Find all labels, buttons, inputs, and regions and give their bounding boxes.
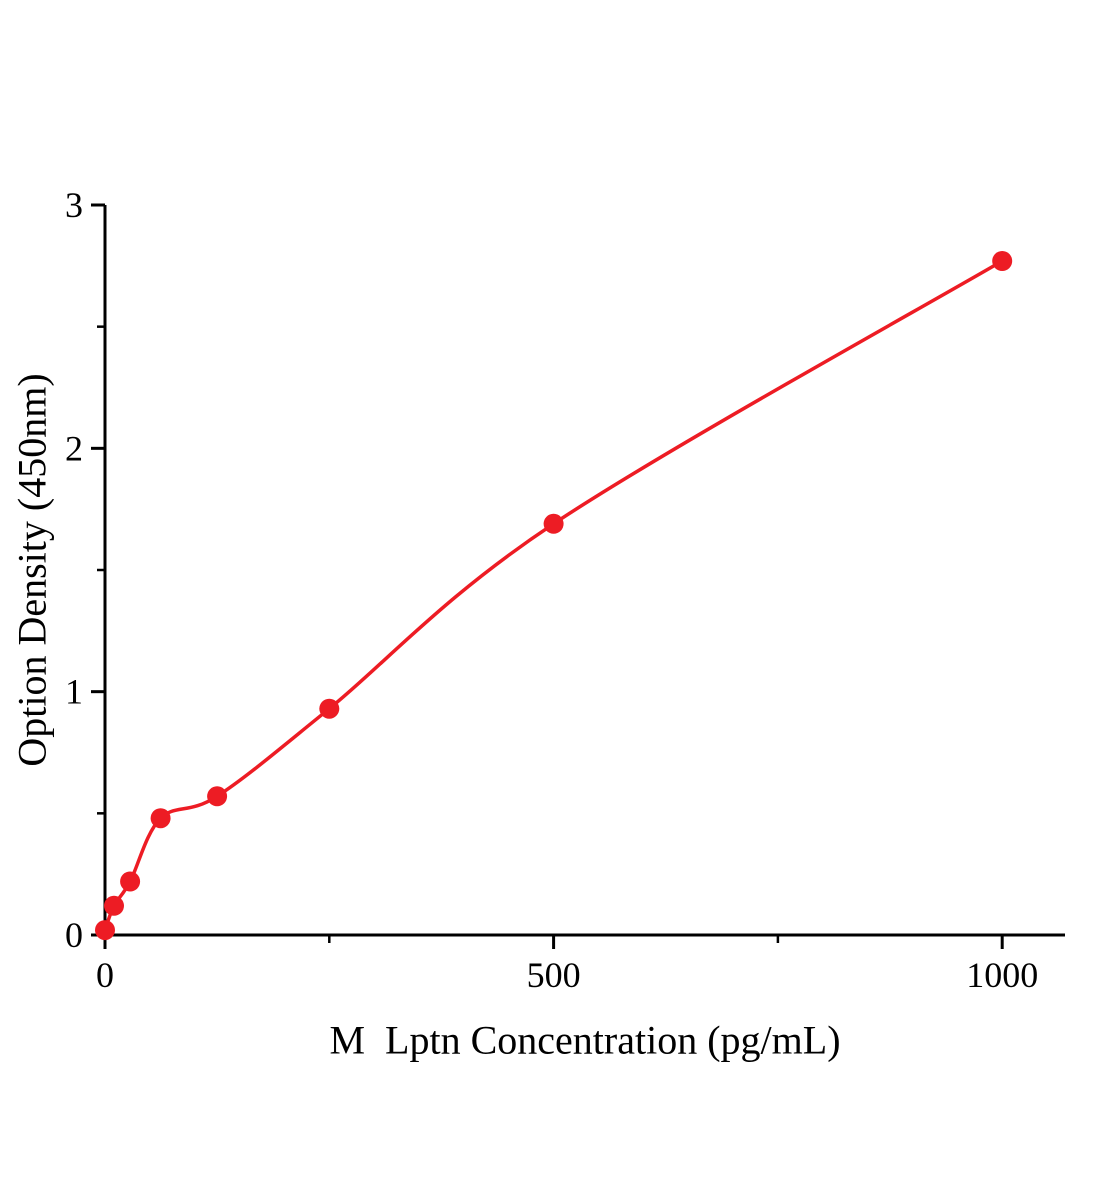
y-tick-label: 3: [65, 185, 83, 225]
y-axis-title: Option Density (450nm): [9, 373, 55, 767]
data-point: [992, 251, 1013, 271]
data-point: [319, 698, 340, 719]
data-point: [543, 513, 564, 534]
x-tick-label: 0: [96, 955, 114, 995]
x-tick-label: 500: [527, 955, 581, 995]
y-tick-label: 0: [65, 915, 83, 955]
y-tick-label: 2: [65, 428, 83, 468]
data-point: [120, 871, 141, 892]
data-point: [104, 895, 124, 916]
x-tick-label: 1000: [966, 955, 1038, 995]
data-point: [150, 808, 171, 829]
y-tick-label: 1: [65, 672, 83, 712]
fit-curve: [103, 259, 1004, 932]
x-axis-title: M Lptn Concentration (pg/mL): [329, 1017, 841, 1063]
data-point: [95, 920, 115, 941]
data-point: [207, 786, 228, 807]
